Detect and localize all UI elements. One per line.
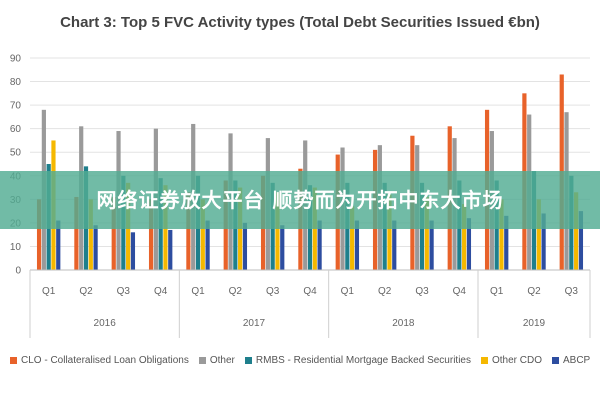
y-tick-label: 50 bbox=[10, 148, 22, 159]
bar bbox=[148, 199, 154, 270]
x-tick-label: Q2 bbox=[527, 286, 541, 297]
x-tick-label: Q4 bbox=[453, 286, 467, 297]
bar bbox=[242, 222, 248, 270]
bar bbox=[350, 206, 355, 270]
bar bbox=[429, 220, 434, 270]
legend-swatch bbox=[10, 356, 17, 364]
legend-swatch bbox=[198, 356, 206, 364]
legend-label: Other CDO bbox=[491, 354, 542, 366]
bar bbox=[205, 220, 210, 270]
y-tick-label: 80 bbox=[10, 77, 22, 88]
legend-label: CLO - Collateralised Loan Obligations bbox=[21, 354, 189, 366]
bar bbox=[466, 218, 472, 270]
legend-label: RMBS - Residential Mortgage Backed Secur… bbox=[255, 354, 471, 366]
legend-item: Other CDO bbox=[480, 354, 542, 366]
x-tick-label: Q3 bbox=[565, 286, 579, 297]
y-tick-label: 90 bbox=[10, 54, 22, 65]
legend-item: Other bbox=[198, 354, 235, 366]
bar bbox=[88, 199, 93, 270]
bar bbox=[317, 220, 322, 270]
bar bbox=[168, 229, 173, 270]
bar bbox=[186, 192, 191, 270]
bar bbox=[462, 204, 467, 270]
x-tick-label: Q3 bbox=[266, 286, 280, 297]
y-tick-label: 10 bbox=[10, 242, 22, 253]
legend-swatch bbox=[480, 356, 488, 364]
x-tick-label: Q1 bbox=[490, 286, 504, 297]
bar bbox=[536, 199, 541, 270]
year-group-label: 2016 bbox=[94, 318, 117, 329]
bar bbox=[387, 194, 392, 270]
legend-item: RMBS - Residential Mortgage Backed Secur… bbox=[244, 354, 471, 366]
x-tick-label: Q2 bbox=[229, 286, 243, 297]
y-tick-label: 0 bbox=[15, 266, 21, 277]
x-tick-label: Q4 bbox=[154, 286, 168, 297]
bar bbox=[93, 225, 98, 270]
chart-legend: CLO - Collateralised Loan Obligations Oth… bbox=[10, 352, 600, 368]
bar bbox=[424, 196, 429, 270]
bar bbox=[392, 220, 397, 270]
y-tick-label: 70 bbox=[10, 101, 22, 112]
x-tick-label: Q4 bbox=[303, 286, 317, 297]
bar bbox=[130, 232, 136, 270]
overlay-banner bbox=[0, 171, 600, 229]
x-tick-label: Q2 bbox=[378, 286, 392, 297]
bar bbox=[36, 199, 42, 270]
legend-label: ABCP bbox=[563, 354, 591, 366]
legend-label: Other bbox=[209, 354, 235, 366]
bar bbox=[280, 225, 285, 270]
legend-swatch bbox=[244, 356, 252, 364]
bar bbox=[499, 199, 504, 270]
legend-swatch bbox=[552, 356, 559, 364]
x-tick-label: Q3 bbox=[415, 286, 429, 297]
bar bbox=[275, 192, 280, 270]
year-group-label: 2018 bbox=[392, 318, 415, 329]
x-tick-label: Q2 bbox=[79, 286, 93, 297]
legend-item: CLO - Collateralised Loan Obligations bbox=[10, 355, 189, 366]
bar bbox=[504, 215, 509, 270]
bar bbox=[200, 199, 205, 270]
chart-title: Chart 3: Top 5 FVC Activity types (Total… bbox=[60, 14, 540, 31]
legend-item: ABCP bbox=[552, 355, 590, 366]
y-tick-label: 60 bbox=[10, 124, 22, 135]
x-tick-label: Q1 bbox=[341, 286, 355, 297]
year-group-label: 2017 bbox=[243, 318, 266, 329]
bar bbox=[541, 213, 546, 270]
x-axis: Q1 Q2 Q3 Q4 Q1 Q2 Q3 Q4 Q1 Q2 Q3 Q4 Q1 Q2 Q3 2016 2017 20… bbox=[29, 269, 591, 338]
x-tick-label: Q1 bbox=[42, 286, 56, 297]
bar bbox=[354, 220, 360, 270]
bar bbox=[574, 192, 579, 270]
y-axis-ticks: 0102030405060708090 bbox=[10, 54, 22, 277]
bar bbox=[578, 211, 584, 270]
x-tick-label: Q3 bbox=[117, 286, 131, 297]
bar bbox=[74, 196, 79, 270]
x-tick-label: Q1 bbox=[191, 286, 205, 297]
year-group-label: 2019 bbox=[523, 318, 546, 329]
bar bbox=[56, 220, 61, 270]
bar bbox=[111, 196, 116, 270]
overlay-banner-text: 网络证券放大平台 顺势而为开拓中东大市场 bbox=[96, 188, 504, 212]
